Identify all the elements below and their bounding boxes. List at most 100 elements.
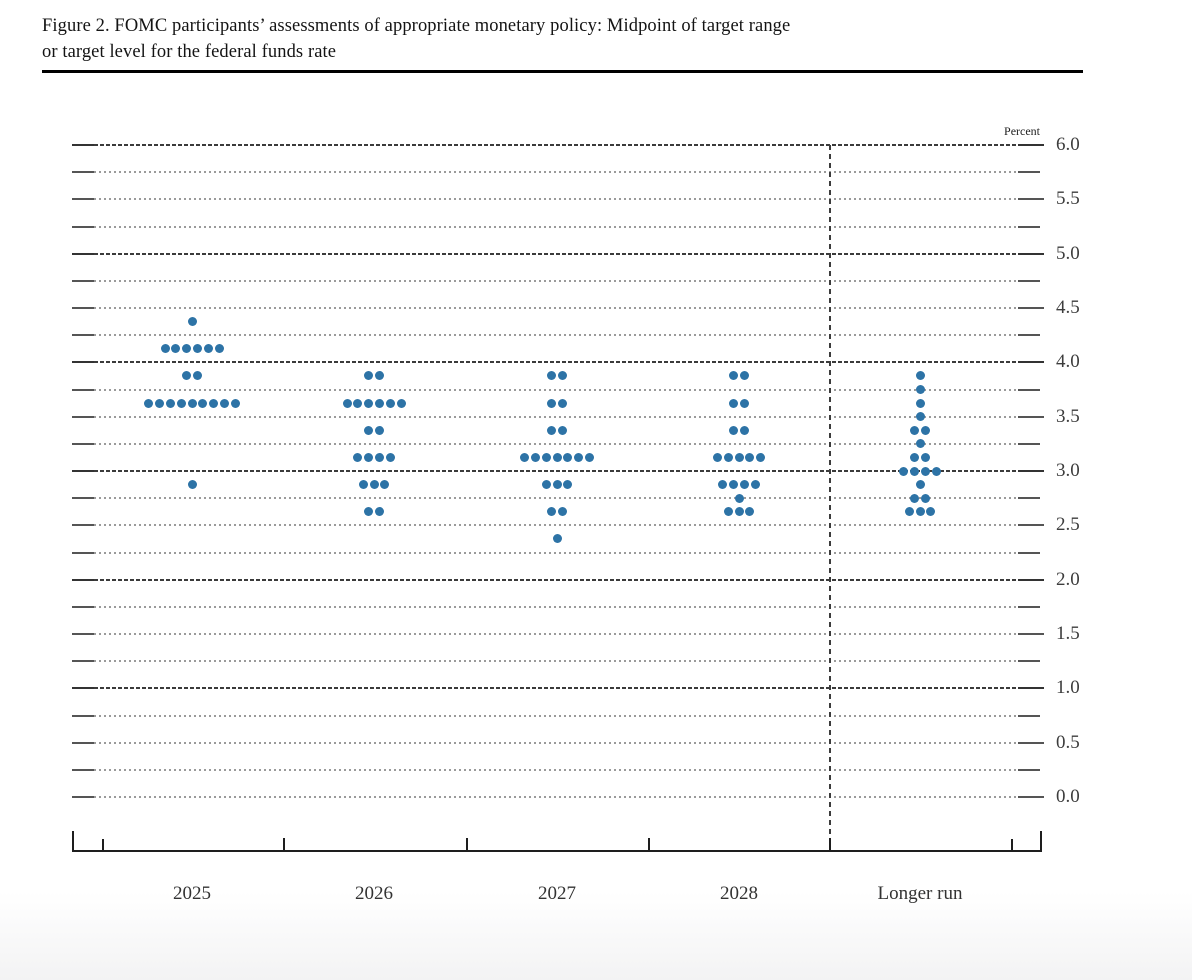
gridline-right-cap [1018,470,1044,472]
projection-dot [155,398,165,408]
projection-dot [712,452,722,462]
projection-dot [931,466,941,476]
projection-dot [723,507,733,517]
projection-dot [729,398,739,408]
gridline-right-cap [1018,388,1040,391]
gridline [94,415,1018,418]
gridline-right-cap [1018,497,1040,500]
gridline-right-cap [1018,741,1044,744]
projection-dot [214,344,224,354]
projection-dot [364,507,374,517]
gridline [94,144,1018,146]
gridline [94,551,1018,554]
gridline-right-cap [1018,660,1040,663]
projection-dot [920,452,930,462]
projection-dot [739,398,749,408]
gridline-left-cap [72,144,94,146]
gridline-right-cap [1018,605,1040,608]
axis-end-tick [1011,839,1013,850]
gridline-right-cap [1018,279,1040,282]
y-tick-label: 4.5 [1056,297,1080,318]
gridline-left-cap [72,660,94,663]
gridline [94,307,1018,309]
gridline-right-cap [1018,768,1040,771]
gridline-right-cap [1018,714,1040,717]
projection-dot [182,344,192,354]
gridline-left-cap [72,307,94,309]
gridline-left-cap [72,415,94,418]
projection-dot [374,425,384,435]
projection-dot [520,452,530,462]
gridline-left-cap [72,768,94,771]
gridline [94,578,1018,581]
projection-dot [926,507,936,517]
gridline-left-cap [72,470,94,472]
category-separator-tick [829,838,831,850]
x-category-label: 2028 [720,883,758,904]
projection-dot [910,452,920,462]
y-tick-label: 3.5 [1056,405,1080,427]
longer-run-separator-line [829,145,831,850]
projection-dot [899,466,909,476]
gridline-right-cap [1018,524,1044,527]
gridline-left-cap [72,225,94,228]
gridline-left-cap [72,796,94,798]
projection-dot [358,480,368,490]
gridline-right-cap [1018,687,1044,690]
projection-dot [920,425,930,435]
projection-dot [187,317,197,327]
projection-dot [739,371,749,381]
y-axis-unit-label: Percent [1004,124,1040,138]
gridline-right-cap [1018,442,1040,445]
projection-dot [745,452,755,462]
gridline [94,524,1018,527]
projection-dot [187,480,197,490]
projection-dot [230,398,240,408]
projection-dot [342,398,352,408]
projection-dot [203,344,213,354]
gridline [94,741,1018,744]
gridline-right-cap [1018,225,1040,228]
gridline-right-cap [1018,307,1044,309]
projection-dot [209,398,219,408]
projection-dot [552,452,562,462]
projection-dot [734,507,744,517]
projection-dot [385,452,395,462]
projection-dot [219,398,229,408]
projection-dot [374,398,384,408]
gridline [94,633,1018,635]
gridline-left-cap [72,361,94,364]
projection-dot [718,480,728,490]
gridline-left-cap [72,334,94,337]
projection-dot [165,398,175,408]
gridline [94,714,1018,717]
projection-dot [915,385,925,394]
projection-dot [364,398,374,408]
gridline-left-cap [72,252,94,255]
projection-dot [385,398,395,408]
axis-end-tick [102,839,104,850]
x-category-label: 2025 [173,883,211,904]
y-tick-label: 1.0 [1056,677,1080,699]
projection-dot [915,412,925,422]
y-tick-label: 1.5 [1056,623,1080,644]
gridline [94,361,1018,364]
projection-dot [364,425,374,435]
projection-dot [547,425,557,435]
projection-dot [374,507,384,517]
gridline-right-cap [1018,334,1040,337]
projection-dot [729,425,739,435]
projection-dot [557,507,567,517]
projection-dot [756,452,766,462]
projection-dot [552,534,562,544]
gridline [94,796,1018,798]
projection-dot [380,480,390,490]
projection-dot [729,480,739,490]
projection-dot [910,493,920,503]
gridline-left-cap [72,714,94,717]
projection-dot [915,398,925,408]
projection-dot [364,371,374,381]
y-tick-label: 0.5 [1056,731,1080,753]
gridline [94,768,1018,771]
